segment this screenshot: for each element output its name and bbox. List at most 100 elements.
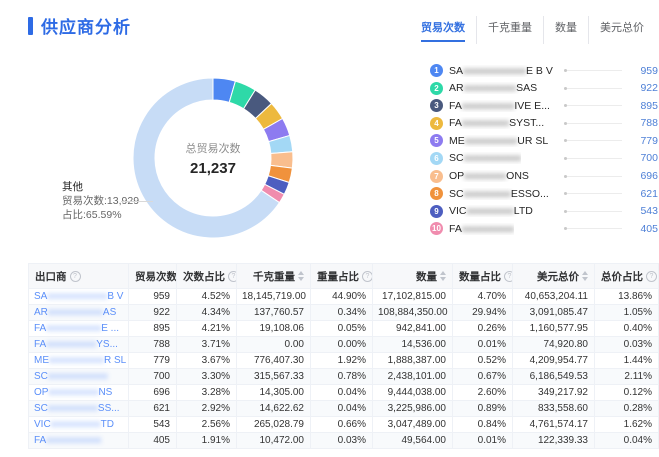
- name-prefix: FA: [449, 99, 462, 112]
- leader-line: [567, 70, 622, 71]
- leader-dot-icon: [564, 174, 567, 178]
- legend-rank-badge: 1: [430, 64, 443, 77]
- column-header[interactable]: 美元总价 ?: [512, 263, 595, 289]
- metric-tab[interactable]: 数量: [543, 16, 588, 44]
- cell-usd-pct: 0.03%: [594, 336, 659, 353]
- donut-svg[interactable]: [128, 73, 298, 243]
- legend-supplier-name: SCxxxxxxxxxESSO...: [449, 188, 549, 200]
- column-header[interactable]: 次数占比 ?: [176, 263, 237, 289]
- cell-quantity: 1,888,387.00: [372, 352, 453, 369]
- column-header[interactable]: 数量 ?: [372, 263, 453, 289]
- name-blurred: xxxxxxxxxx: [464, 134, 518, 147]
- name-prefix: VIC: [449, 205, 467, 218]
- metric-tab[interactable]: 千克重量: [476, 16, 543, 44]
- cell-trade-count: 895: [128, 320, 177, 337]
- sort-icon[interactable]: [440, 271, 446, 281]
- name-prefix: ME: [449, 134, 465, 147]
- metric-tabs: 贸易次数 千克重量 数量 美元总价: [410, 16, 655, 44]
- name-blurred: xxxxxxxxx: [461, 117, 510, 130]
- name-prefix: FA: [449, 117, 462, 130]
- legend-item[interactable]: 6 SCxxxxxxxxxxx 700: [430, 151, 658, 165]
- cell-exporter: FAxxxxxxxxxxYS...: [28, 336, 129, 353]
- exporter-link[interactable]: SAxxxxxxxxxxxxB V: [34, 291, 123, 302]
- legend-item[interactable]: 9 VICxxxxxxxxxLTD 543: [430, 204, 658, 218]
- column-header[interactable]: 千克重量 ?: [236, 263, 311, 289]
- column-header-label: 贸易次数: [135, 270, 177, 283]
- info-icon[interactable]: ?: [504, 270, 512, 282]
- leader-dot-icon: [564, 227, 567, 231]
- name-blurred: xxxxxxxxx: [466, 205, 514, 218]
- column-header[interactable]: 重量占比 ?: [310, 263, 373, 289]
- metric-tab-label: 贸易次数: [421, 22, 465, 42]
- legend-value: 621: [640, 187, 658, 200]
- info-icon[interactable]: ?: [69, 270, 81, 282]
- legend-item[interactable]: 1 SAxxxxxxxxxxxxE B V 959: [430, 64, 658, 77]
- legend-item[interactable]: 5 MExxxxxxxxxxUR SL 779: [430, 134, 658, 148]
- legend-rank-badge: 3: [430, 99, 443, 113]
- cell-quantity: 14,536.00: [372, 336, 453, 353]
- cell-exporter: ARxxxxxxxxxxxAS: [28, 304, 129, 321]
- sort-icon[interactable]: [582, 271, 588, 281]
- info-icon[interactable]: ?: [228, 270, 236, 282]
- metric-tab[interactable]: 美元总价: [588, 16, 655, 44]
- others-callout: 其他 贸易次数:13,929 占比:65.59%: [62, 180, 139, 222]
- column-header[interactable]: 总价占比 ?: [594, 263, 659, 289]
- leader-line: [567, 228, 622, 230]
- cell-trade-count: 621: [128, 400, 177, 417]
- cell-quantity-pct: 2.60%: [452, 384, 513, 401]
- legend-item[interactable]: 7 OPxxxxxxxxONS 696: [430, 169, 658, 183]
- cell-usd-pct: 1.62%: [594, 416, 659, 433]
- legend-item[interactable]: 4 FAxxxxxxxxxSYST... 788: [430, 116, 658, 130]
- cell-kg-weight: 776,407.30: [236, 352, 311, 369]
- legend-item[interactable]: 3 FAxxxxxxxxxxIVE E... 895: [430, 99, 658, 113]
- sort-icon[interactable]: [298, 271, 304, 281]
- cell-weight-pct: 0.05%: [310, 320, 373, 337]
- cell-usd-pct: 1.05%: [594, 304, 659, 321]
- cell-weight-pct: 0.78%: [310, 368, 373, 385]
- column-header[interactable]: 数量占比 ?: [452, 263, 513, 289]
- info-icon[interactable]: ?: [362, 270, 372, 282]
- name-blurred: xxxxxxxxx: [463, 187, 511, 200]
- legend-value: 922: [640, 82, 658, 95]
- exporter-link[interactable]: FAxxxxxxxxxxYS...: [34, 339, 118, 350]
- cell-quantity: 3,225,986.00: [372, 400, 453, 417]
- exporter-link[interactable]: SCxxxxxxxxxxxx: [34, 371, 108, 382]
- exporter-suffix: B V: [107, 291, 124, 302]
- table-row: ARxxxxxxxxxxxAS 922 4.34% 137,760.57 0.3…: [28, 304, 659, 321]
- exporter-link[interactable]: ARxxxxxxxxxxxAS: [34, 307, 116, 318]
- leader-line: [567, 193, 622, 195]
- table-row: SAxxxxxxxxxxxxB V 959 4.52% 18,145,719.0…: [28, 288, 659, 305]
- cell-usd-total: 1,160,577.95: [512, 320, 595, 337]
- table-row: SCxxxxxxxxxxxx 700 3.30% 315,567.33 0.78…: [28, 368, 659, 385]
- exporter-link[interactable]: FAxxxxxxxxxxxE ...: [34, 323, 119, 334]
- info-icon[interactable]: ?: [646, 270, 657, 282]
- cell-quantity-pct: 4.70%: [452, 288, 513, 305]
- cell-quantity-pct: 0.01%: [452, 336, 513, 353]
- exporter-prefix: FA: [34, 339, 47, 350]
- legend-rank-badge: 4: [430, 116, 443, 130]
- leader-dot-icon: [564, 209, 567, 213]
- column-header[interactable]: 出口商 ?: [28, 263, 129, 289]
- cell-usd-total: 40,653,204.11: [512, 288, 595, 305]
- cell-kg-weight: 18,145,719.00: [236, 288, 311, 305]
- legend-item[interactable]: 8 SCxxxxxxxxxESSO... 621: [430, 187, 658, 201]
- donut-segment-11[interactable]: [132, 77, 281, 239]
- metric-tab[interactable]: 贸易次数: [410, 16, 476, 44]
- legend-leader-track: [564, 139, 622, 143]
- leader-line: [567, 140, 622, 142]
- exporter-link[interactable]: SCxxxxxxxxxxSS...: [34, 403, 120, 414]
- exporter-link[interactable]: VICxxxxxxxxxxTD: [34, 419, 114, 430]
- name-suffix: LTD: [513, 205, 533, 218]
- legend-item[interactable]: 2 ARxxxxxxxxxxSAS 922: [430, 81, 658, 95]
- legend-item[interactable]: 10 FAxxxxxxxxxx 405: [430, 222, 658, 236]
- leader-dot-icon: [564, 121, 567, 125]
- name-suffix: SAS: [516, 82, 538, 95]
- exporter-link[interactable]: MExxxxxxxxxxxR SL: [34, 355, 126, 366]
- legend-leader-track: [564, 192, 622, 196]
- cell-usd-total: 349,217.92: [512, 384, 595, 401]
- name-suffix: ESSO...: [510, 187, 549, 200]
- exporter-link[interactable]: FAxxxxxxxxxxx: [34, 435, 101, 446]
- column-header[interactable]: 贸易次数 ?: [128, 263, 177, 289]
- cell-quantity: 108,884,350.00: [372, 304, 453, 321]
- exporter-link[interactable]: OPxxxxxxxxxxNS: [34, 387, 112, 398]
